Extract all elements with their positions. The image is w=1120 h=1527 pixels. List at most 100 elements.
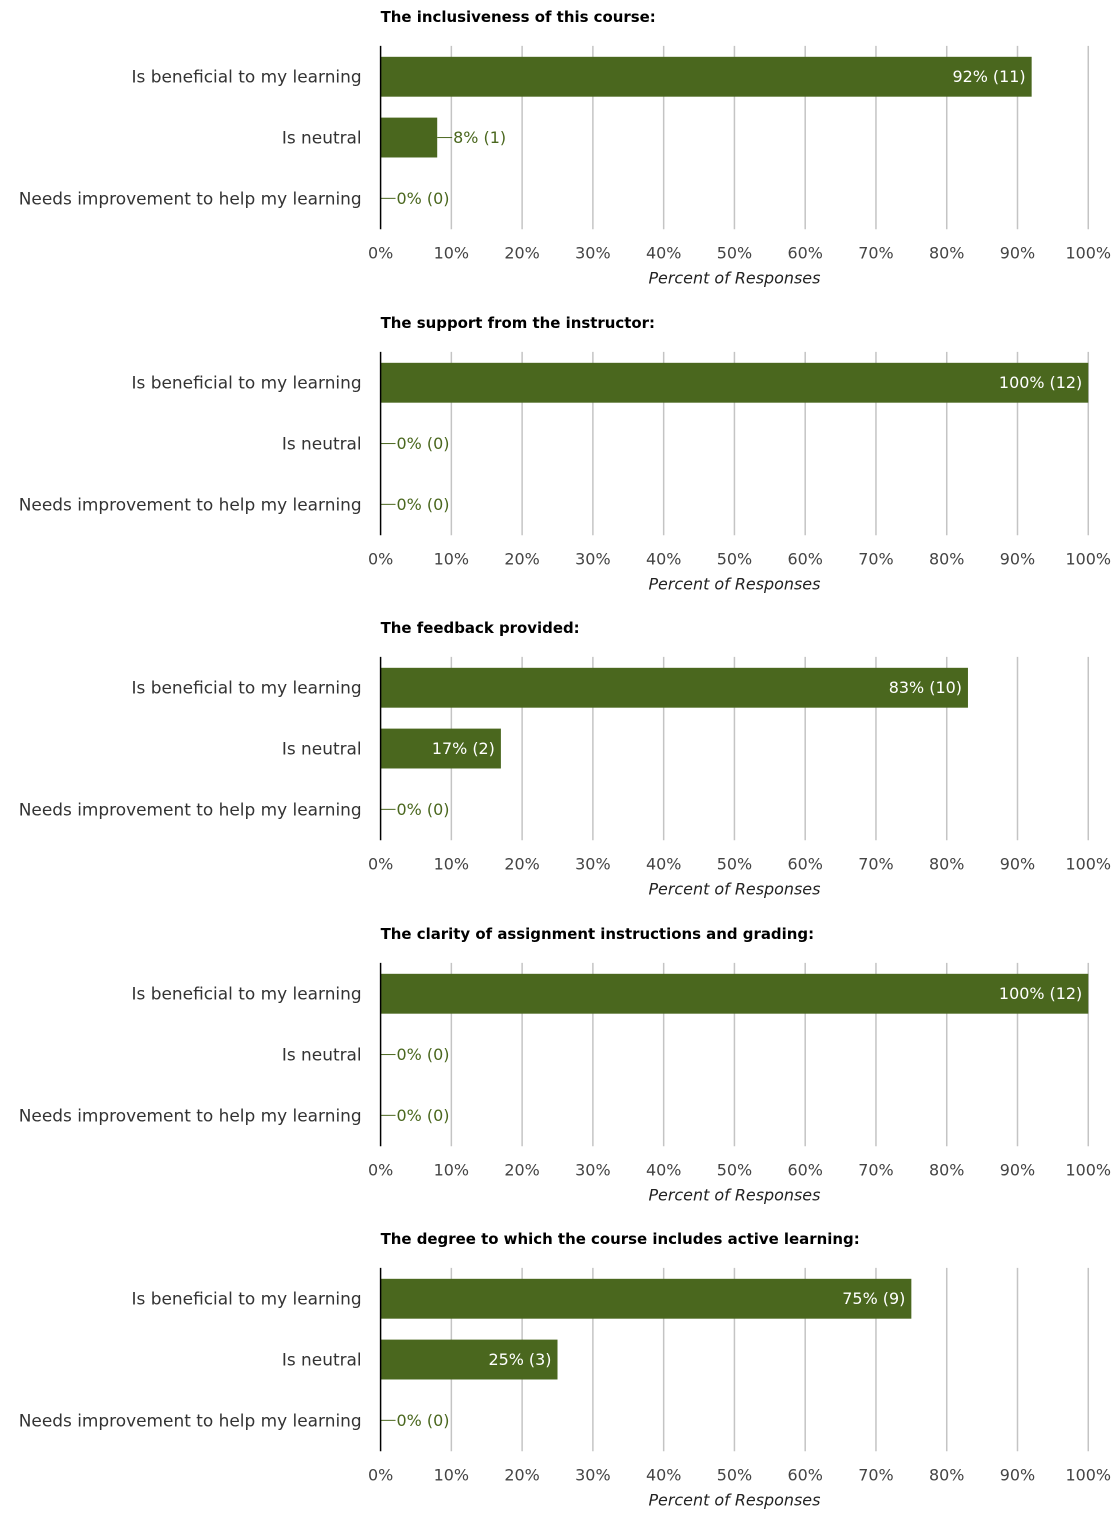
x-tick-label: 100% — [1065, 244, 1111, 263]
data-label: 17% (2) — [432, 739, 495, 758]
x-axis-label: Percent of Responses — [648, 1185, 820, 1204]
bar-chart: The inclusiveness of this course: Is bene… — [19, 8, 1111, 288]
x-tick-label: 30% — [575, 549, 610, 568]
x-tick-label: 90% — [1000, 855, 1035, 874]
x-tick-label: 60% — [787, 244, 822, 263]
category-label: Needs improvement to help my learning — [19, 494, 362, 514]
x-tick-label: 80% — [929, 855, 964, 874]
x-tick-label: 60% — [787, 1466, 822, 1485]
x-tick-label: 20% — [504, 1160, 539, 1179]
x-tick-label: 70% — [858, 1466, 893, 1485]
chart-title: The support from the instructor: — [381, 313, 655, 331]
category-label: Needs improvement to help my learning — [19, 799, 362, 819]
bar-chart: The feedback provided: Is beneficial to m… — [19, 619, 1111, 899]
data-label: 92% (11) — [952, 67, 1025, 86]
x-tick-label: 70% — [858, 1160, 893, 1179]
category-label: Is beneficial to my learning — [132, 678, 362, 698]
x-tick-label: 90% — [1000, 1160, 1035, 1179]
x-tick-label: 90% — [1000, 244, 1035, 263]
x-tick-label: 50% — [717, 549, 752, 568]
chart-title: The degree to which the course includes … — [381, 1230, 860, 1248]
x-tick-label: 0% — [368, 549, 393, 568]
category-label: Is beneficial to my learning — [132, 1289, 362, 1309]
x-tick-label: 40% — [646, 549, 681, 568]
x-tick-label: 50% — [717, 244, 752, 263]
x-tick-label: 70% — [858, 855, 893, 874]
x-tick-label: 0% — [368, 1160, 393, 1179]
x-axis-label: Percent of Responses — [648, 574, 820, 593]
x-tick-label: 10% — [434, 549, 469, 568]
chart-title: The feedback provided: — [381, 619, 580, 637]
data-label: 83% (10) — [889, 678, 962, 697]
bar — [380, 117, 438, 158]
x-tick-label: 100% — [1065, 549, 1111, 568]
x-tick-label: 50% — [717, 855, 752, 874]
x-tick-label: 60% — [787, 549, 822, 568]
x-tick-label: 30% — [575, 1466, 610, 1485]
x-tick-label: 100% — [1065, 855, 1111, 874]
x-tick-label: 20% — [504, 549, 539, 568]
x-tick-label: 30% — [575, 1160, 610, 1179]
x-tick-label: 0% — [368, 855, 393, 874]
bar — [380, 973, 1089, 1014]
data-label: 100% (12) — [999, 373, 1082, 392]
category-label: Is neutral — [282, 1044, 362, 1064]
x-tick-label: 30% — [575, 244, 610, 263]
x-tick-label: 30% — [575, 855, 610, 874]
x-tick-label: 80% — [929, 549, 964, 568]
data-label: 0% (0) — [397, 1105, 450, 1124]
x-tick-label: 10% — [434, 244, 469, 263]
x-axis-label: Percent of Responses — [648, 880, 820, 899]
data-label: 0% (0) — [397, 1045, 450, 1064]
bar-chart: The support from the instructor: Is benef… — [19, 313, 1111, 593]
x-tick-label: 100% — [1065, 1160, 1111, 1179]
category-label: Is beneficial to my learning — [132, 372, 362, 392]
x-axis-label: Percent of Responses — [648, 1491, 820, 1510]
category-label: Is neutral — [282, 739, 362, 759]
x-tick-label: 20% — [504, 1466, 539, 1485]
x-tick-label: 10% — [434, 1160, 469, 1179]
data-label: 0% (0) — [397, 1411, 450, 1430]
data-label: 0% (0) — [397, 800, 450, 819]
x-tick-label: 40% — [646, 1160, 681, 1179]
x-tick-label: 40% — [646, 244, 681, 263]
x-tick-label: 70% — [858, 244, 893, 263]
bar-chart: The degree to which the course includes … — [19, 1230, 1111, 1510]
bar-chart: The clarity of assignment instructions a… — [19, 924, 1111, 1204]
category-label: Is beneficial to my learning — [132, 67, 362, 87]
x-tick-label: 90% — [1000, 1466, 1035, 1485]
data-label: 8% (1) — [453, 128, 506, 147]
x-tick-label: 20% — [504, 244, 539, 263]
x-tick-label: 0% — [368, 1466, 393, 1485]
x-tick-label: 10% — [434, 855, 469, 874]
data-label: 25% (3) — [488, 1350, 551, 1369]
x-tick-label: 80% — [929, 1466, 964, 1485]
x-tick-label: 100% — [1065, 1466, 1111, 1485]
x-tick-label: 50% — [717, 1466, 752, 1485]
x-tick-label: 60% — [787, 855, 822, 874]
category-label: Needs improvement to help my learning — [19, 1410, 362, 1430]
x-tick-label: 90% — [1000, 549, 1035, 568]
chart-title: The inclusiveness of this course: — [381, 8, 656, 26]
bar — [380, 728, 501, 769]
data-label: 0% (0) — [397, 434, 450, 453]
category-label: Needs improvement to help my learning — [19, 188, 362, 208]
x-tick-label: 40% — [646, 1466, 681, 1485]
data-label: 0% (0) — [397, 494, 450, 513]
chart-title: The clarity of assignment instructions a… — [381, 924, 814, 942]
bar — [380, 1278, 912, 1319]
data-label: 75% (9) — [842, 1289, 905, 1308]
x-tick-label: 80% — [929, 1160, 964, 1179]
x-tick-label: 0% — [368, 244, 393, 263]
category-label: Is neutral — [282, 433, 362, 453]
x-tick-label: 20% — [504, 855, 539, 874]
x-axis-label: Percent of Responses — [648, 269, 820, 288]
x-tick-label: 50% — [717, 1160, 752, 1179]
x-tick-label: 10% — [434, 1466, 469, 1485]
category-label: Needs improvement to help my learning — [19, 1105, 362, 1125]
category-label: Is beneficial to my learning — [132, 983, 362, 1003]
x-tick-label: 80% — [929, 244, 964, 263]
bar — [380, 56, 1032, 97]
category-label: Is neutral — [282, 128, 362, 148]
